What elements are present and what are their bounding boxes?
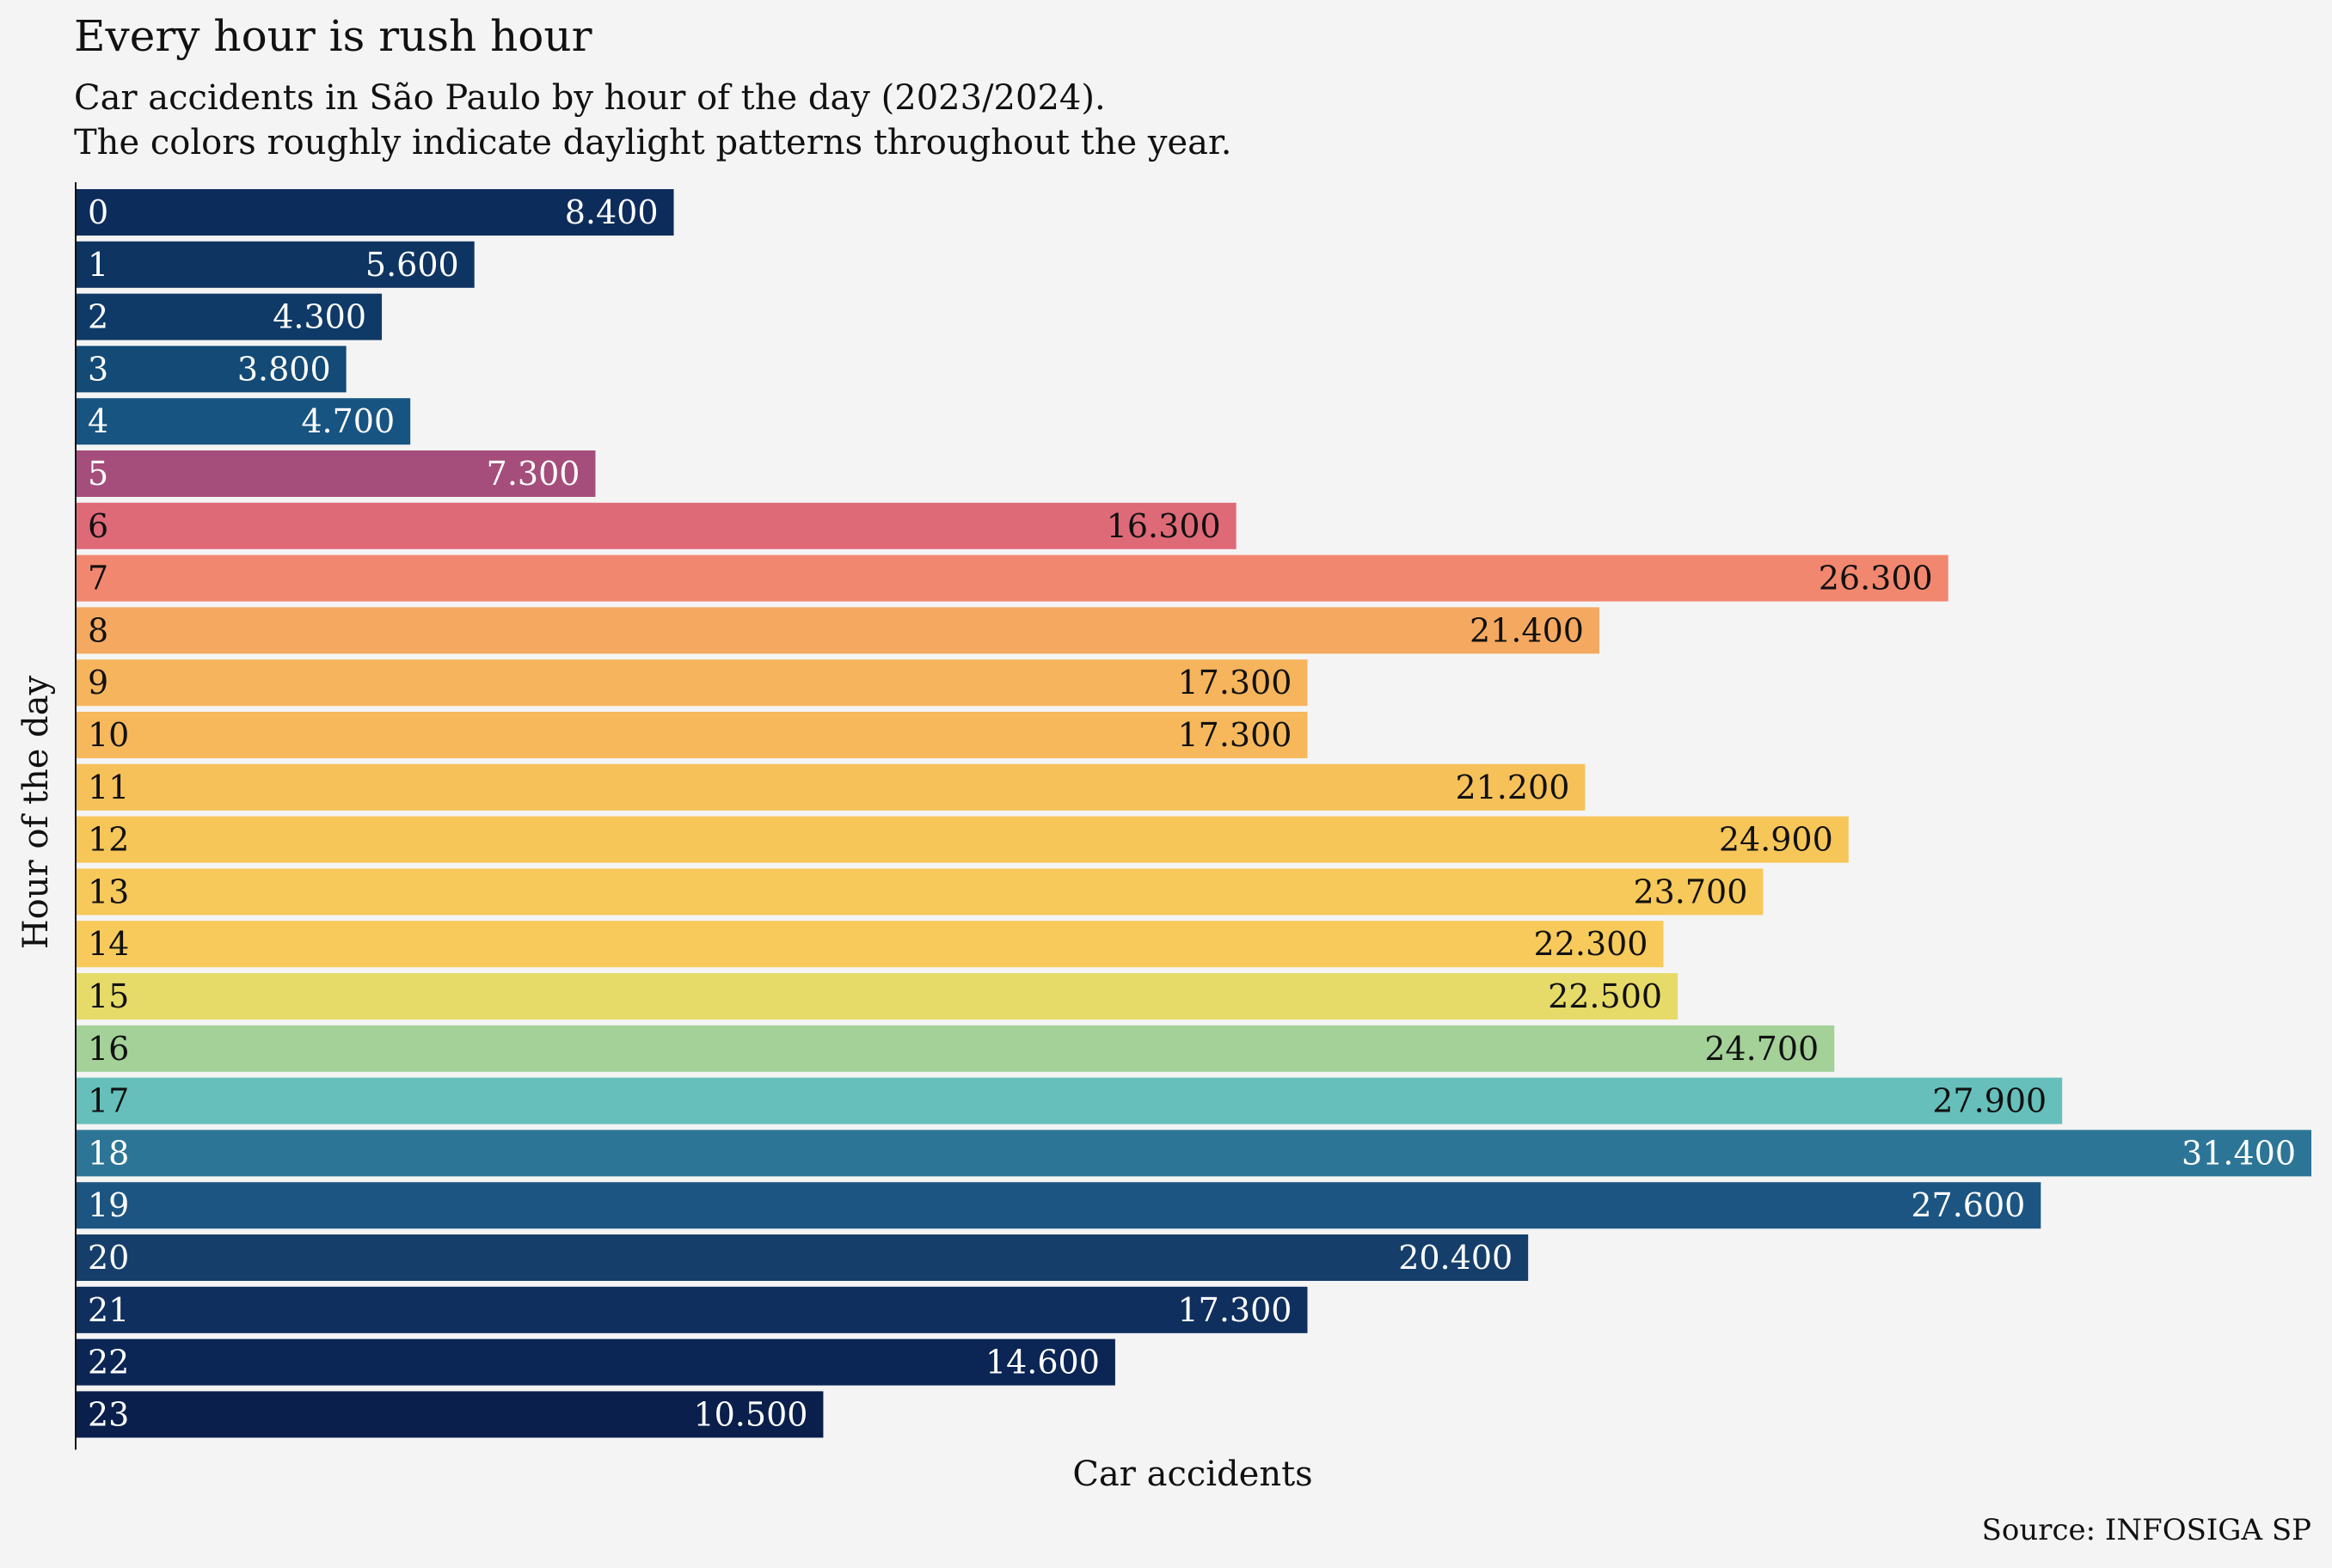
- value-label-6: 16.300: [1107, 507, 1221, 545]
- value-label-0: 8.400: [565, 193, 659, 231]
- bar-hour-5: [76, 450, 596, 497]
- bar-hour-12: [76, 816, 1849, 863]
- hour-label-9: 9: [88, 664, 108, 701]
- value-label-9: 17.300: [1178, 664, 1292, 701]
- value-label-11: 21.200: [1455, 769, 1569, 806]
- hour-label-2: 2: [88, 298, 108, 336]
- hour-label-8: 8: [88, 611, 108, 649]
- bar-hour-18: [76, 1130, 2311, 1177]
- bar-hour-22: [76, 1338, 1115, 1386]
- bar-hour-8: [76, 607, 1599, 654]
- bar-hour-23: [76, 1391, 824, 1438]
- hour-label-4: 4: [88, 402, 108, 440]
- value-label-3: 3.800: [237, 350, 331, 388]
- bar-hour-3: [76, 346, 347, 393]
- hour-label-12: 12: [88, 821, 129, 859]
- hour-label-14: 14: [88, 925, 129, 963]
- hour-label-19: 19: [88, 1186, 129, 1224]
- hour-label-10: 10: [88, 716, 129, 754]
- hour-label-20: 20: [88, 1239, 129, 1277]
- hour-label-16: 16: [88, 1030, 129, 1068]
- bar-hour-0: [76, 189, 674, 236]
- bar-hour-17: [76, 1077, 2063, 1124]
- value-label-12: 24.900: [1719, 821, 1833, 859]
- hour-label-13: 13: [88, 873, 129, 910]
- value-label-23: 10.500: [693, 1395, 807, 1433]
- bar-hour-13: [76, 868, 1764, 916]
- value-label-17: 27.900: [1932, 1082, 2047, 1120]
- hour-label-1: 1: [88, 246, 108, 284]
- bar-hour-10: [76, 712, 1308, 758]
- source-note: Source: INFOSIGA SP: [1981, 1513, 2311, 1547]
- value-label-13: 23.700: [1633, 873, 1747, 910]
- value-label-5: 7.300: [487, 455, 580, 493]
- bar-hour-20: [76, 1234, 1529, 1281]
- chart-subtitle-line-1: Car accidents in São Paulo by hour of th…: [74, 78, 1106, 118]
- hour-label-11: 11: [88, 769, 129, 806]
- bar-hour-7: [76, 554, 1948, 602]
- bar-hour-11: [76, 763, 1586, 811]
- value-label-2: 4.300: [273, 298, 366, 336]
- y-axis-label: Hour of the day: [16, 675, 56, 950]
- hour-label-7: 7: [88, 560, 108, 597]
- value-label-15: 22.500: [1548, 977, 1662, 1015]
- value-label-7: 26.300: [1819, 560, 1933, 597]
- value-label-22: 14.600: [985, 1344, 1100, 1381]
- hour-label-17: 17: [88, 1082, 129, 1120]
- hour-label-23: 23: [88, 1395, 129, 1433]
- value-label-18: 31.400: [2182, 1134, 2296, 1172]
- value-label-8: 21.400: [1470, 611, 1584, 649]
- bar-hour-14: [76, 921, 1664, 968]
- value-label-21: 17.300: [1178, 1291, 1292, 1329]
- bar-hour-19: [76, 1182, 2041, 1229]
- bar-hour-2: [76, 293, 383, 340]
- x-axis-label: Car accidents: [1072, 1455, 1313, 1494]
- bar-hour-16: [76, 1025, 1835, 1072]
- value-label-4: 4.700: [301, 402, 395, 440]
- value-label-10: 17.300: [1178, 716, 1292, 754]
- hour-label-22: 22: [88, 1344, 129, 1381]
- chart-subtitle-line-2: The colors roughly indicate daylight pat…: [74, 123, 1232, 162]
- bar-hour-21: [76, 1286, 1308, 1333]
- value-label-16: 24.700: [1704, 1030, 1819, 1068]
- hour-label-3: 3: [88, 350, 108, 388]
- hour-label-21: 21: [88, 1291, 129, 1329]
- value-label-20: 20.400: [1398, 1239, 1513, 1277]
- hour-label-15: 15: [88, 977, 129, 1015]
- bar-hour-6: [76, 502, 1237, 549]
- bar-hour-9: [76, 659, 1308, 707]
- value-label-1: 5.600: [365, 246, 459, 284]
- hour-label-5: 5: [88, 455, 108, 493]
- hour-label-6: 6: [88, 507, 108, 545]
- bar-hour-15: [76, 973, 1678, 1020]
- value-label-14: 22.300: [1534, 925, 1648, 963]
- bar-hour-4: [76, 398, 411, 445]
- hour-label-18: 18: [88, 1134, 129, 1172]
- value-label-19: 27.600: [1911, 1186, 2025, 1224]
- bar-hour-1: [76, 241, 475, 288]
- chart-title: Every hour is rush hour: [74, 11, 592, 61]
- hour-label-0: 0: [88, 193, 108, 231]
